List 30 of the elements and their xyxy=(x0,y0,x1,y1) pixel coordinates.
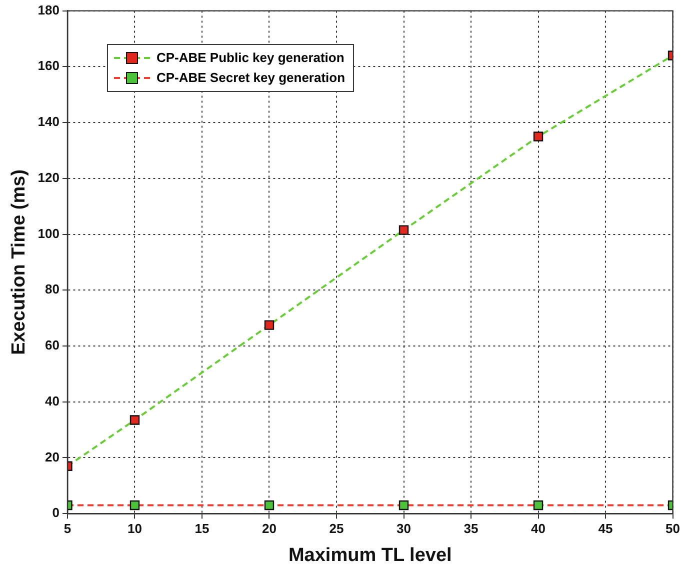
legend-label: CP-ABE Public key generation xyxy=(156,50,344,66)
point xyxy=(533,132,544,142)
y-tick-label: 20 xyxy=(45,449,60,464)
point xyxy=(264,500,274,510)
legend-label: CP-ABE Secret key generation xyxy=(156,70,346,86)
y-tick-label: 160 xyxy=(38,58,60,74)
y-tick-label: 40 xyxy=(45,393,60,408)
x-tick-label: 35 xyxy=(464,520,478,536)
point xyxy=(398,225,409,235)
x-tick-label: 20 xyxy=(262,520,276,536)
point xyxy=(398,500,409,510)
x-tick-label: 50 xyxy=(666,520,680,536)
x-tick-label: 15 xyxy=(194,520,210,536)
point xyxy=(533,500,544,510)
x-tick-label: 25 xyxy=(329,520,344,536)
x-tick-label: 45 xyxy=(598,520,613,536)
x-tick-label: 40 xyxy=(531,520,546,536)
x-tick-label: 5 xyxy=(64,520,72,536)
x-axis-title: Maximum TL level xyxy=(288,544,452,566)
y-tick-label: 140 xyxy=(38,114,60,130)
x-tick-label: 30 xyxy=(396,520,411,536)
y-tick-label: 120 xyxy=(38,170,60,185)
x-tick-label: 10 xyxy=(128,520,142,536)
y-axis-title: Execution Time (ms) xyxy=(8,169,30,355)
y-tick-label: 80 xyxy=(45,282,60,297)
y-tick-label: 180 xyxy=(38,2,60,18)
point xyxy=(264,320,274,330)
y-tick-label: 60 xyxy=(45,338,60,353)
y-tick-label: 100 xyxy=(38,226,60,241)
y-tick-label: 0 xyxy=(52,505,60,520)
